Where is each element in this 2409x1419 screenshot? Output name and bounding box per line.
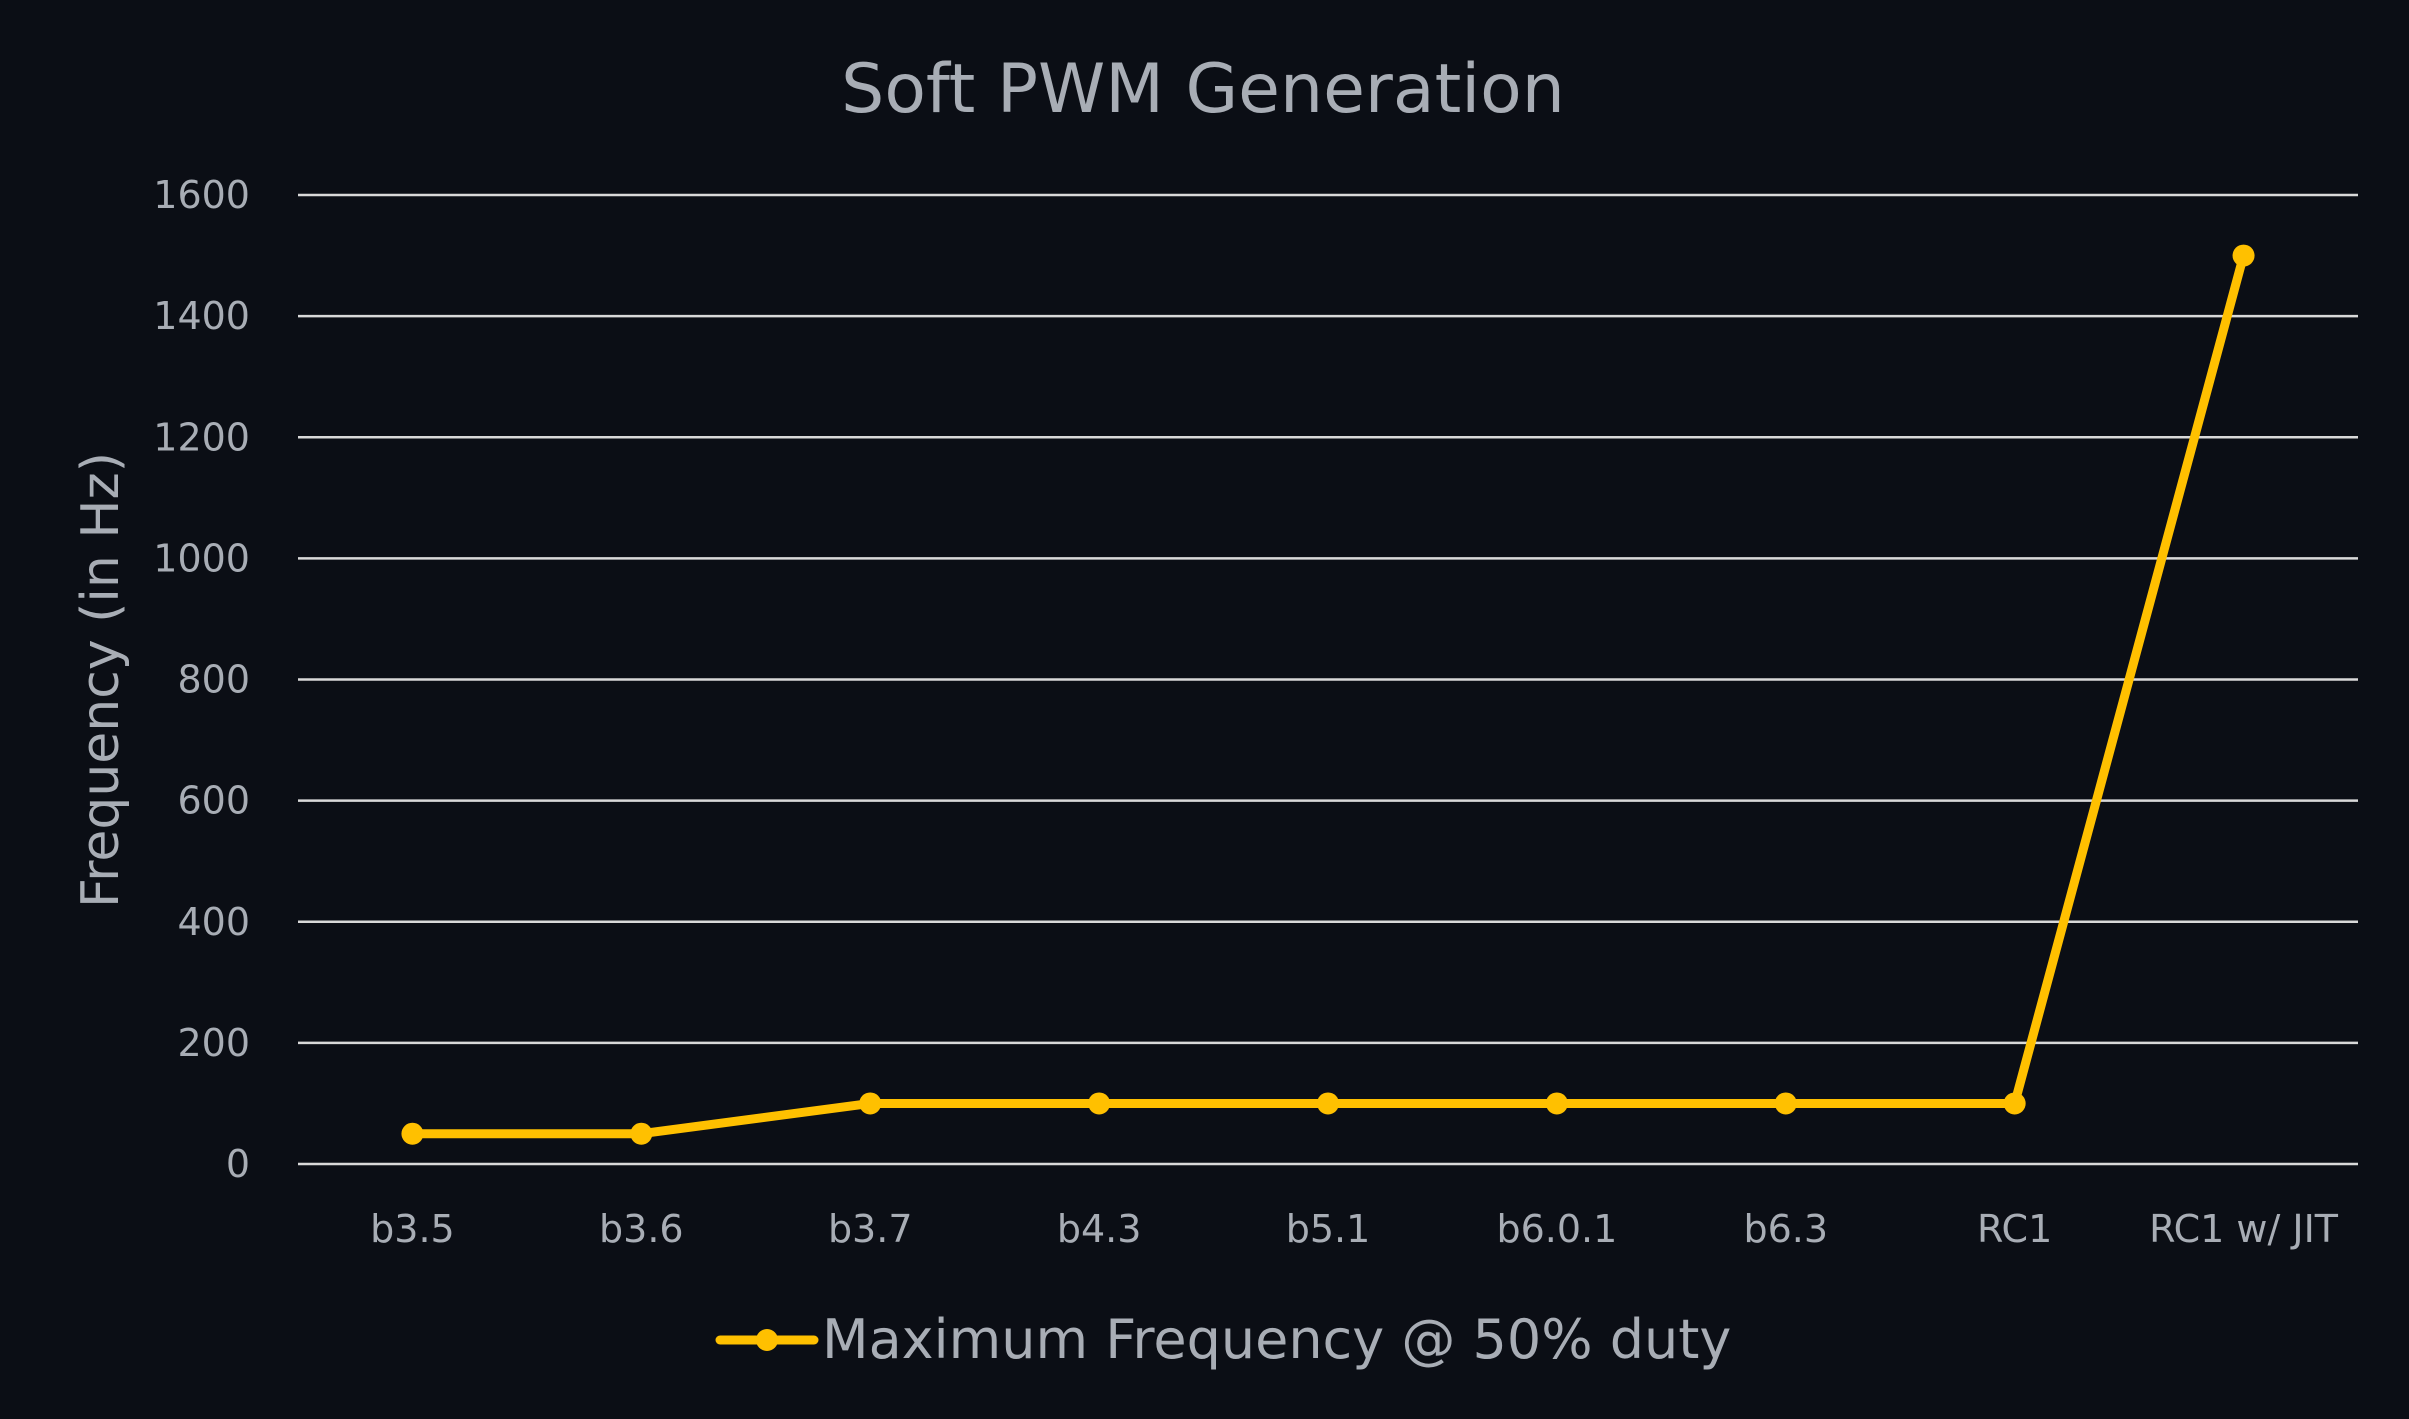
x-tick-label: b3.7 <box>828 1207 913 1251</box>
x-tick-label: RC1 <box>1977 1207 2052 1251</box>
data-point <box>1317 1092 1339 1115</box>
series-group <box>401 244 2255 1145</box>
y-tick-label: 1200 <box>153 415 250 459</box>
data-point <box>1774 1092 1797 1115</box>
data-point <box>630 1122 653 1145</box>
legend-swatch-marker <box>756 1329 778 1351</box>
legend-label: Maximum Frequency @ 50% duty <box>822 1308 1731 1371</box>
y-tick-label: 800 <box>177 658 250 702</box>
x-tick-label: RC1 w/ JIT <box>2149 1207 2339 1251</box>
data-point <box>2232 244 2255 267</box>
x-tick-label: b3.6 <box>599 1207 684 1251</box>
data-point <box>2003 1092 2026 1115</box>
y-tick-label: 1400 <box>153 294 250 338</box>
x-tick-label: b4.3 <box>1057 1207 1142 1251</box>
data-point <box>401 1122 424 1145</box>
y-tick-label: 1000 <box>153 536 250 580</box>
x-tick-label: b3.5 <box>370 1207 455 1251</box>
x-axis-ticks: b3.5 b3.6 b3.7 b4.3 b5.1 b6.0.1 b6.3 RC1 RC1 w/ … <box>370 1207 2339 1251</box>
x-tick-label: b6.0.1 <box>1496 1207 1617 1251</box>
y-tick-label: 0 <box>226 1142 250 1186</box>
y-tick-label: 400 <box>177 900 250 944</box>
y-tick-label: 200 <box>177 1021 250 1065</box>
y-tick-label: 1600 <box>153 173 250 217</box>
data-point <box>1088 1092 1111 1115</box>
y-axis-ticks: 0 200 400 600 800 1000 1200 1400 1600 <box>153 173 250 1186</box>
chart-title: Soft PWM Generation <box>841 50 1565 129</box>
data-point <box>859 1092 882 1115</box>
y-axis-label: Frequency (in Hz) <box>71 452 131 908</box>
series-line <box>407 251 2249 1139</box>
x-tick-label: b5.1 <box>1286 1207 1371 1251</box>
x-tick-label: b6.3 <box>1743 1207 1828 1251</box>
legend: Maximum Frequency @ 50% duty <box>715 1308 1731 1371</box>
data-point <box>1545 1092 1568 1115</box>
y-tick-label: 600 <box>177 779 250 823</box>
gridlines <box>298 193 2358 1166</box>
